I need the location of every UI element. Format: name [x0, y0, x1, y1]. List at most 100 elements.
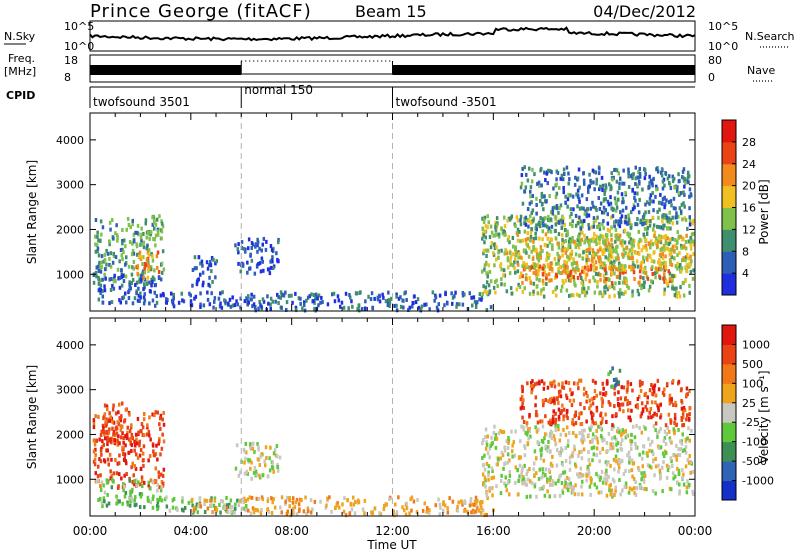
- velocity-cell: [485, 491, 488, 496]
- velocity-cell: [487, 470, 490, 475]
- velocity-cell: [614, 488, 617, 493]
- velocity-cell: [237, 503, 241, 508]
- velocity-cell: [577, 386, 580, 391]
- velocity-cell: [630, 487, 634, 492]
- power-cell: [97, 281, 101, 286]
- velocity-cell: [246, 497, 249, 502]
- power-cell: [532, 292, 535, 297]
- power-cell: [675, 286, 678, 291]
- velocity-cell: [675, 454, 678, 459]
- power-cell: [603, 276, 606, 281]
- power-cell: [237, 261, 240, 266]
- velocity-cell: [350, 507, 354, 512]
- power-cell: [604, 255, 607, 260]
- power-cell: [611, 177, 614, 182]
- velocity-cell: [632, 461, 636, 466]
- power-cell: [682, 167, 686, 172]
- power-cell: [662, 226, 665, 231]
- power-cell: [547, 218, 550, 222]
- power-cell: [680, 266, 684, 271]
- velocity-cell: [598, 459, 601, 464]
- velocity-cell: [656, 378, 660, 383]
- velocity-cell: [607, 474, 610, 479]
- velocity-cell: [659, 426, 662, 431]
- power-cell: [128, 240, 132, 244]
- velocity-cell: [490, 476, 493, 481]
- velocity-cell: [489, 443, 492, 448]
- velocity-cell: [106, 419, 109, 424]
- power-cell: [618, 237, 621, 242]
- velocity-cell: [686, 413, 689, 418]
- power-cell: [550, 278, 553, 283]
- power-cell: [648, 201, 651, 206]
- velocity-cell: [408, 511, 411, 516]
- power-cell: [635, 259, 639, 264]
- velocity-cell: [638, 394, 641, 399]
- y-tick-label: 4000: [56, 134, 84, 147]
- power-cell: [686, 252, 689, 257]
- power-cell: [554, 195, 558, 200]
- power-cell: [468, 291, 471, 296]
- velocity-cell: [620, 438, 624, 443]
- velocity-cell: [601, 438, 604, 443]
- velocity-cell: [488, 455, 491, 460]
- velocity-cell: [630, 432, 633, 437]
- velocity-cell: [571, 490, 575, 495]
- power-cell: [116, 238, 119, 243]
- power-cell: [523, 229, 527, 234]
- power-cell: [395, 303, 398, 308]
- power-cell: [541, 229, 544, 234]
- power-cell: [543, 194, 546, 199]
- velocity-cell: [621, 402, 625, 407]
- power-cell: [506, 238, 510, 242]
- velocity-cell: [118, 499, 121, 504]
- power-cell: [547, 214, 550, 219]
- power-cell: [571, 194, 575, 199]
- velocity-cell: [521, 385, 524, 390]
- velocity-cell: [565, 413, 568, 418]
- velocity-cell: [116, 442, 119, 447]
- velocity-cell: [239, 498, 242, 503]
- colorbar-block: [722, 207, 736, 230]
- velocity-cell: [687, 426, 690, 431]
- velocity-colorbar-label: Velocity [m s⁻¹]: [757, 370, 771, 463]
- power-cell: [618, 280, 621, 285]
- colorbar-tick-label: 100: [742, 377, 763, 390]
- velocity-cell: [621, 428, 624, 433]
- velocity-cell: [506, 479, 510, 484]
- power-cell: [642, 255, 645, 260]
- velocity-cell: [142, 433, 146, 438]
- velocity-cell: [686, 479, 689, 484]
- power-cell: [118, 259, 121, 264]
- power-cell: [569, 252, 572, 257]
- power-cell: [210, 256, 214, 260]
- velocity-cell: [267, 474, 270, 479]
- power-y-axis-label: Slant Range [km]: [25, 160, 39, 264]
- velocity-cell: [677, 379, 681, 384]
- power-cell: [650, 239, 653, 244]
- velocity-cell: [578, 411, 581, 416]
- power-cell: [137, 254, 141, 259]
- velocity-cell: [595, 446, 599, 451]
- power-cell: [99, 238, 102, 243]
- power-cell: [561, 245, 565, 250]
- power-cell: [115, 223, 118, 228]
- cpid-segment-2: twofsound -3501: [396, 95, 497, 109]
- velocity-cell: [394, 502, 397, 507]
- velocity-cell: [128, 478, 131, 483]
- power-cell: [561, 242, 564, 247]
- velocity-cell: [559, 389, 562, 394]
- power-cell: [214, 261, 217, 266]
- freq-right-tick-bottom: 0: [708, 71, 715, 84]
- power-cell: [99, 288, 102, 292]
- power-cell: [547, 226, 551, 231]
- velocity-cell: [612, 457, 616, 462]
- power-cell: [600, 175, 604, 180]
- power-cell: [492, 285, 496, 290]
- power-cell: [436, 308, 440, 313]
- velocity-cell: [348, 511, 352, 516]
- power-cell: [684, 180, 687, 185]
- power-cell: [676, 185, 679, 190]
- power-cell: [561, 237, 564, 242]
- power-cell: [132, 232, 136, 237]
